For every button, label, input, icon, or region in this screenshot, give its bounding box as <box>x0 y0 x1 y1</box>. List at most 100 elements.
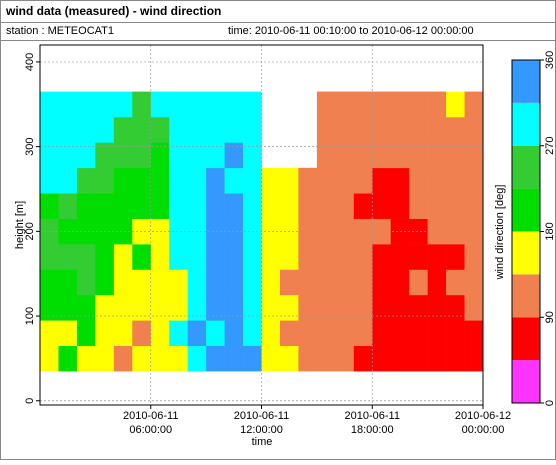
cell <box>150 244 170 270</box>
cell <box>113 91 133 118</box>
overlay <box>36 44 484 409</box>
cell <box>58 193 78 219</box>
cell <box>446 91 465 118</box>
cell <box>390 91 410 118</box>
cell <box>224 193 244 219</box>
cell <box>76 244 96 270</box>
cell <box>427 167 447 194</box>
cell <box>316 294 336 321</box>
cell <box>169 269 188 296</box>
colorbar-tick-label: 180 <box>544 222 556 240</box>
cell <box>132 244 152 270</box>
cell <box>40 320 59 347</box>
colorbar-tick-label: 270 <box>544 137 556 155</box>
cell <box>187 320 207 347</box>
cell <box>95 345 115 372</box>
cell <box>279 193 299 219</box>
period: time: 2010-06-11 00:10:00 to 2010-06-12 … <box>228 25 474 37</box>
cell <box>132 345 152 372</box>
cell <box>58 244 78 270</box>
cell <box>353 91 373 118</box>
cell <box>58 320 78 347</box>
cell <box>243 117 262 143</box>
cell <box>224 294 244 321</box>
cell <box>446 244 465 270</box>
cell <box>132 91 152 118</box>
cell <box>372 244 392 270</box>
cell <box>169 91 188 118</box>
cell <box>353 117 373 143</box>
cell <box>224 345 244 372</box>
cell <box>58 142 78 169</box>
cell <box>464 244 484 270</box>
cell <box>76 142 96 169</box>
cell <box>335 244 355 270</box>
cell <box>464 269 484 296</box>
cell <box>409 244 428 270</box>
cell <box>150 320 170 347</box>
cell <box>316 320 336 347</box>
cell <box>446 142 465 169</box>
cell <box>95 193 115 219</box>
cell <box>261 218 281 245</box>
cell <box>279 294 299 321</box>
y-tick-label: 0 <box>24 398 36 404</box>
cell <box>187 167 207 194</box>
cell <box>372 91 392 118</box>
cell <box>335 269 355 296</box>
cell <box>150 117 170 143</box>
cell <box>58 269 78 296</box>
cell <box>187 91 207 118</box>
cell <box>335 91 355 118</box>
x-tick-label: 2010-06-11 12:00:00 <box>234 410 289 436</box>
cell <box>390 294 410 321</box>
cell <box>95 294 115 321</box>
cell <box>372 294 392 321</box>
cell <box>113 244 133 270</box>
cell <box>335 167 355 194</box>
cell <box>150 294 170 321</box>
cell <box>150 142 170 169</box>
cell <box>58 294 78 321</box>
cell <box>316 167 336 194</box>
cell <box>132 117 152 143</box>
cell <box>224 142 244 169</box>
cell <box>261 167 281 194</box>
cells <box>40 91 484 372</box>
cell <box>187 345 207 372</box>
cell <box>353 269 373 296</box>
cell <box>298 269 318 296</box>
cell <box>335 142 355 169</box>
cell <box>353 345 373 372</box>
cell <box>427 193 447 219</box>
cell <box>409 117 428 143</box>
cell <box>169 142 188 169</box>
x-tick-label: 2010-06-11 18:00:00 <box>345 410 400 436</box>
cell <box>316 142 336 169</box>
cell <box>169 320 188 347</box>
cell <box>261 294 281 321</box>
cell <box>206 345 225 372</box>
cell <box>353 244 373 270</box>
colorbar-tick-label: 360 <box>544 51 556 69</box>
y-tick-label: 400 <box>24 53 36 71</box>
cell <box>113 269 133 296</box>
cell <box>390 244 410 270</box>
cell <box>150 193 170 219</box>
cell <box>206 167 225 194</box>
cell <box>298 218 318 245</box>
cell <box>372 142 392 169</box>
cell <box>95 142 115 169</box>
cell <box>372 117 392 143</box>
cell <box>243 294 262 321</box>
cell <box>58 117 78 143</box>
cell <box>390 167 410 194</box>
colorbar-tick-label: 0 <box>544 400 556 406</box>
chart-title: wind data (measured) - wind direction <box>5 4 221 18</box>
cell <box>58 218 78 245</box>
cell <box>316 218 336 245</box>
cell <box>446 269 465 296</box>
cell <box>243 167 262 194</box>
cell <box>298 193 318 219</box>
